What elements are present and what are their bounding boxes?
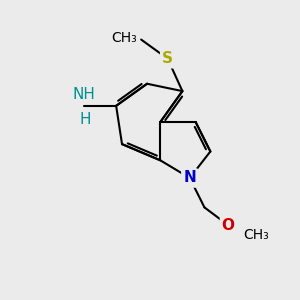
Text: N: N — [183, 170, 196, 185]
Text: H: H — [80, 112, 91, 127]
Text: S: S — [162, 51, 173, 66]
Text: O: O — [221, 218, 235, 232]
Text: CH₃: CH₃ — [111, 31, 137, 45]
Text: NH: NH — [72, 87, 95, 102]
Text: CH₃: CH₃ — [243, 228, 268, 242]
